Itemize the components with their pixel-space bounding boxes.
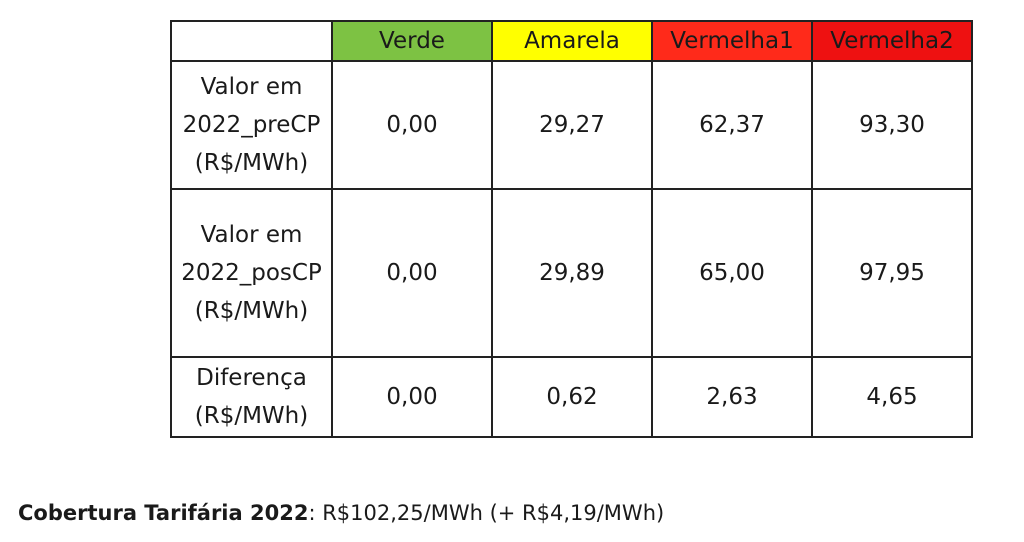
table-cell: 97,95 bbox=[811, 188, 973, 358]
table-cell: 29,89 bbox=[491, 188, 653, 358]
table-cell: 4,65 bbox=[811, 356, 973, 438]
header-row: Verde Amarela Vermelha1 Vermelha2 bbox=[170, 20, 973, 62]
table-cell: 0,00 bbox=[331, 188, 493, 358]
table-cell: 62,37 bbox=[651, 60, 813, 190]
row-label: Valor em 2022_preCP (R$/MWh) bbox=[170, 60, 333, 190]
table-cell: 29,27 bbox=[491, 60, 653, 190]
row-label: Valor em 2022_posCP (R$/MWh) bbox=[170, 188, 333, 358]
row-label-line: (R$/MWh) bbox=[194, 150, 309, 176]
table-row-valor-precp: Valor em 2022_preCP (R$/MWh) 0,00 29,27 … bbox=[170, 60, 973, 190]
column-header-verde: Verde bbox=[331, 20, 493, 62]
row-label: Diferença (R$/MWh) bbox=[170, 356, 333, 438]
table-cell: 0,00 bbox=[331, 356, 493, 438]
row-label-line: 2022_posCP bbox=[181, 260, 322, 286]
tariff-coverage-value: : R$102,25/MWh (+ R$4,19/MWh) bbox=[308, 501, 665, 525]
table-row-valor-poscp: Valor em 2022_posCP (R$/MWh) 0,00 29,89 … bbox=[170, 188, 973, 358]
tariff-table: Verde Amarela Vermelha1 Vermelha2 Valor … bbox=[170, 20, 973, 438]
row-label-line: Valor em bbox=[200, 222, 303, 248]
column-header-amarela: Amarela bbox=[491, 20, 653, 62]
column-header-vermelha2: Vermelha2 bbox=[811, 20, 973, 62]
tariff-coverage-label: Cobertura Tarifária 2022 bbox=[18, 501, 309, 525]
table-cell: 0,00 bbox=[331, 60, 493, 190]
corner-cell bbox=[170, 20, 333, 62]
row-label-line: Valor em bbox=[200, 74, 303, 100]
table-cell: 65,00 bbox=[651, 188, 813, 358]
table-cell: 0,62 bbox=[491, 356, 653, 438]
row-label-line: (R$/MWh) bbox=[194, 298, 309, 324]
row-label-line: Diferença bbox=[196, 365, 307, 391]
column-header-vermelha1: Vermelha1 bbox=[651, 20, 813, 62]
table-row-diferenca: Diferença (R$/MWh) 0,00 0,62 2,63 4,65 bbox=[170, 356, 973, 438]
row-label-line: (R$/MWh) bbox=[194, 403, 309, 429]
table-cell: 93,30 bbox=[811, 60, 973, 190]
row-label-line: 2022_preCP bbox=[182, 112, 321, 138]
table-cell: 2,63 bbox=[651, 356, 813, 438]
tariff-coverage-note: Cobertura Tarifária 2022: R$102,25/MWh (… bbox=[18, 501, 664, 525]
